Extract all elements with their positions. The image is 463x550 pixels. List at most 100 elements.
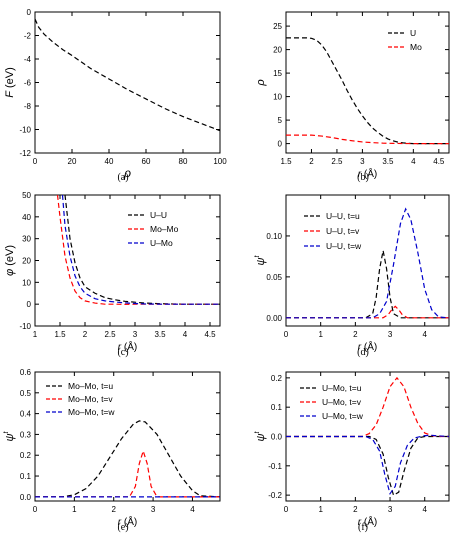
chart-panel-1: 1.5 2 2.5 3 3.5 4 4.5 0 5 10 15 20 25 r (Å) ρ U Mo (b) (255, 11, 450, 183)
y-tick-label: 0.3 (20, 430, 32, 439)
x-tick-label: 4 (183, 330, 188, 339)
x-tick-label: 100 (213, 157, 227, 166)
panel-caption: (c) (117, 347, 128, 358)
legend-label: Mo–Mo (150, 224, 179, 234)
chart-panel-4: 0 1 2 3 4 0.0 0.1 0.2 0.3 0.4 0.5 0.6 r (Å) ψt Mo–Mo, … (3, 368, 221, 533)
plot-frame (34, 194, 221, 327)
panel-caption: (f) (358, 522, 368, 533)
x-tick-label: 3 (360, 157, 365, 166)
x-tick-label: 1.5 (54, 330, 66, 339)
x-tick-label: 0 (284, 505, 289, 514)
legend-label: U–U, t=v (326, 226, 360, 236)
y-tick-label: -8 (24, 102, 32, 111)
plot-frame (34, 11, 221, 154)
y-tick-label: -10 (19, 322, 31, 331)
x-tick-label: 1 (33, 330, 38, 339)
y-tick-label: -0.2 (268, 491, 282, 500)
x-tick-label: 60 (142, 157, 151, 166)
legend-label: U–Mo, t=w (322, 411, 364, 421)
x-tick-label: 3.5 (154, 330, 166, 339)
y-tick-label: 20 (22, 257, 31, 266)
y-axis-label: F (eV) (4, 67, 16, 98)
legend-label: U–U, t=u (326, 211, 360, 221)
series-line-1 (56, 195, 220, 305)
x-tick-label: 0 (33, 505, 38, 514)
x-axis-label: r (Å) (358, 340, 377, 353)
legend-label: Mo–Mo, t=w (68, 407, 115, 417)
y-tick-label: 0.0 (271, 433, 283, 442)
x-tick-label: 3 (388, 330, 393, 339)
x-tick-label: 0 (33, 157, 38, 166)
y-tick-label: 0.1 (271, 403, 283, 412)
x-tick-label: 4.5 (433, 157, 445, 166)
y-tick-label: 10 (273, 93, 282, 102)
x-tick-label: 80 (179, 157, 188, 166)
series-line-0 (286, 435, 449, 497)
x-tick-label: 3 (388, 505, 393, 514)
x-tick-label: 2 (309, 157, 314, 166)
y-tick-label: -0.1 (268, 462, 282, 471)
chart-panel-3: 0 1 2 3 4 0.00 0.05 0.10 r (Å) ψt U–U, t=u U–U, t=v… (254, 194, 450, 358)
series-line-1 (35, 449, 220, 498)
y-tick-label: 20 (273, 46, 282, 55)
x-tick-label: 1 (318, 330, 323, 339)
legend-label: U–U (150, 210, 167, 220)
legend-label: Mo–Mo, t=u (68, 381, 113, 391)
panel-caption: (b) (357, 172, 369, 183)
series-line-1 (286, 376, 449, 438)
y-tick-label: -4 (24, 55, 32, 64)
y-tick-label: 10 (22, 278, 31, 287)
plot-frame (285, 194, 450, 327)
y-tick-label: -2 (24, 32, 32, 41)
y-tick-label: 15 (273, 69, 282, 78)
x-axis-label: r (Å) (118, 515, 137, 528)
y-tick-label: 0.5 (20, 389, 32, 398)
y-axis-label: φ (eV) (4, 245, 16, 276)
y-axis-label: ψt (254, 254, 267, 265)
x-tick-label: 3.5 (382, 157, 394, 166)
y-tick-label: -12 (19, 149, 31, 158)
y-tick-label: -6 (24, 79, 32, 88)
y-tick-label: 0 (27, 8, 32, 17)
x-tick-label: 3 (133, 330, 138, 339)
x-tick-label: 4 (411, 157, 416, 166)
x-tick-label: 3 (151, 505, 156, 514)
y-tick-label: 0.10 (266, 232, 282, 241)
y-tick-label: 0.05 (266, 273, 282, 282)
panel-caption: (a) (117, 172, 128, 183)
y-tick-label: 30 (22, 235, 31, 244)
legend-label: Mo–Mo, t=v (68, 394, 113, 404)
y-tick-label: 0.6 (20, 368, 32, 377)
y-tick-label: 0.2 (20, 451, 32, 460)
legend-label: U–Mo, t=v (322, 397, 362, 407)
y-tick-label: 25 (273, 22, 282, 31)
y-tick-label: 0.1 (20, 472, 32, 481)
y-tick-label: 5 (278, 116, 283, 125)
series-line-0 (35, 18, 220, 132)
y-tick-label: 0 (278, 140, 283, 149)
x-tick-label: 4 (190, 505, 195, 514)
x-tick-label: 40 (105, 157, 114, 166)
series-line-0 (35, 420, 220, 498)
y-tick-label: 0.00 (266, 314, 282, 323)
series-line-1 (286, 305, 449, 319)
x-tick-label: 4 (422, 330, 427, 339)
x-tick-label: 2 (83, 330, 88, 339)
x-axis-label: r (Å) (358, 167, 377, 180)
series-line-0 (286, 250, 449, 319)
x-tick-label: 4 (422, 505, 427, 514)
x-axis-label: r (Å) (358, 515, 377, 528)
x-tick-label: 2.5 (104, 330, 116, 339)
y-tick-label: -10 (19, 126, 31, 135)
x-tick-label: 2 (353, 330, 358, 339)
x-tick-label: 2 (353, 505, 358, 514)
series-line-0 (286, 37, 449, 145)
chart-panel-2: 1 1.5 2 2.5 3 3.5 4 4.5 -10 0 10 20 30 40 50 r (Å) φ (eV… (4, 191, 221, 358)
x-tick-label: 1.5 (280, 157, 292, 166)
y-axis-label: ρ (255, 79, 267, 86)
x-tick-label: 20 (68, 157, 77, 166)
chart-panel-0: 0 20 40 60 80 100 0 -2 -4 -6 -8 -10 -12 ρ F (eV) (a) (4, 8, 227, 183)
panel-caption: (d) (357, 347, 369, 358)
series-line-0 (64, 195, 220, 305)
